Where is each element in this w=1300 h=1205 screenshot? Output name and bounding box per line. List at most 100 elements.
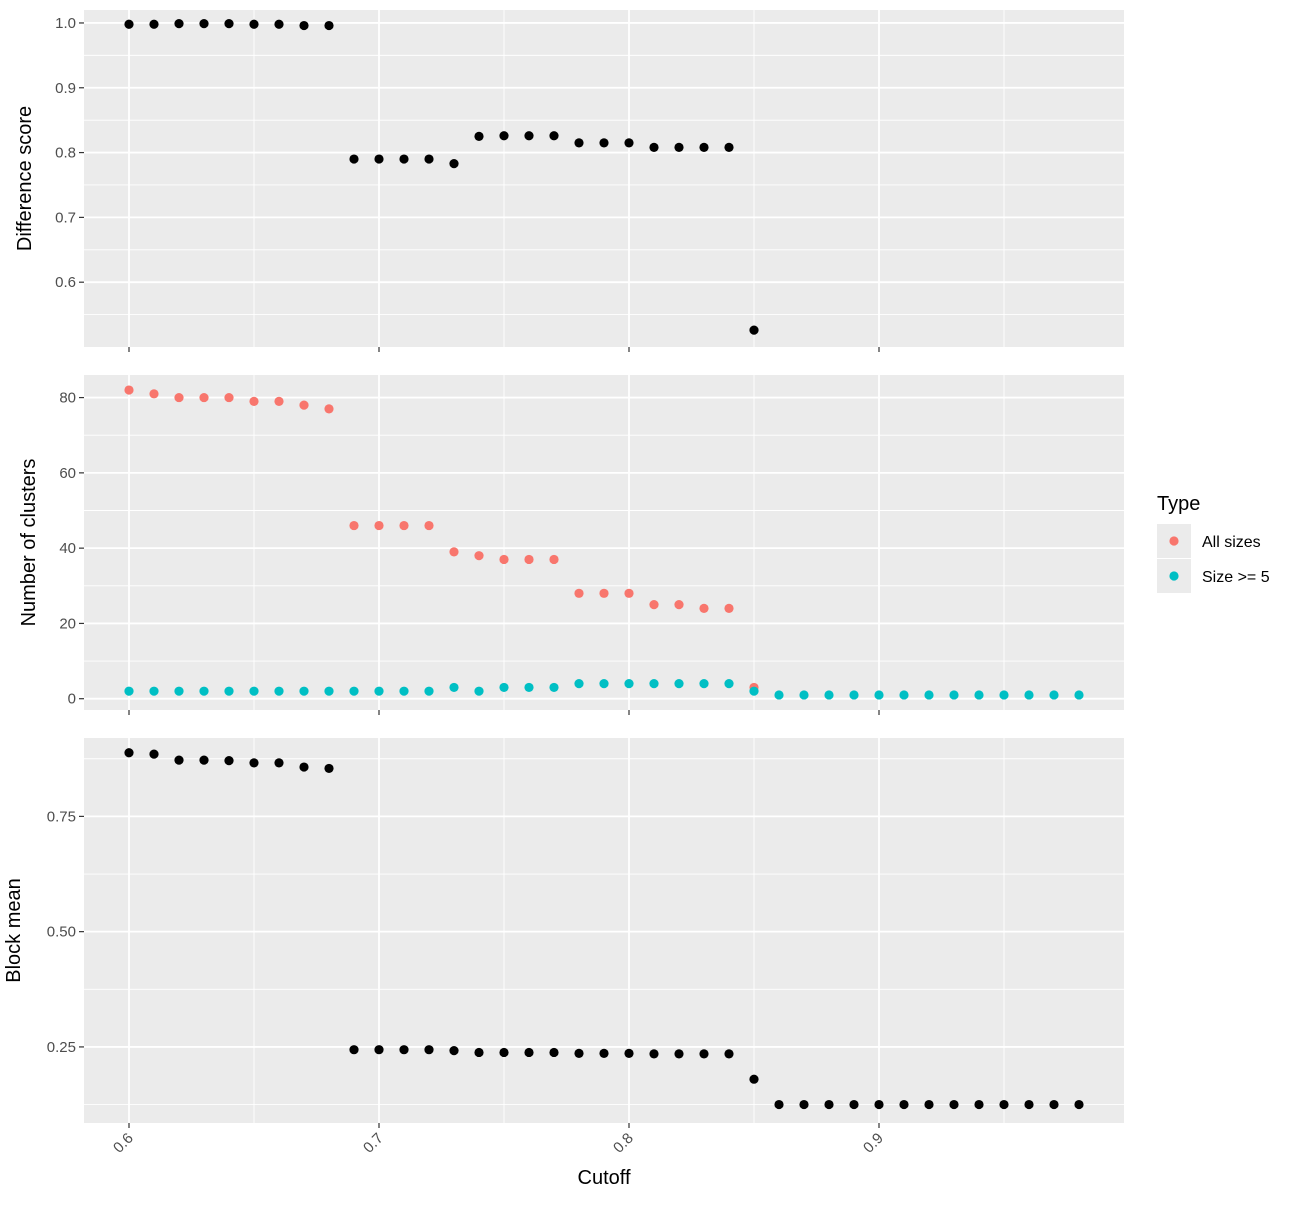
data-point (924, 1099, 934, 1110)
data-point (474, 131, 484, 141)
data-point (999, 1099, 1009, 1110)
data-point (949, 690, 959, 700)
data-point (349, 154, 359, 164)
data-point (674, 679, 684, 689)
y-tick-label: 0.9 (55, 80, 76, 97)
data-point (324, 763, 334, 774)
x-tick-label: 0.7 (360, 1130, 387, 1157)
data-point (174, 392, 184, 403)
data-point (249, 396, 259, 406)
data-point (1049, 690, 1059, 700)
data-point (449, 158, 459, 169)
data-point (449, 1046, 459, 1056)
y-tick-label: 0.75 (47, 808, 76, 825)
data-point (474, 1047, 484, 1058)
data-point (1049, 1099, 1059, 1110)
data-point (474, 551, 484, 561)
y-tick-label: 60 (59, 465, 76, 482)
data-point (549, 1047, 559, 1058)
data-point (374, 686, 384, 696)
data-point (674, 1049, 684, 1059)
data-point (674, 142, 684, 152)
y-axis-title: Number of clusters (18, 459, 40, 627)
data-point (424, 686, 434, 696)
series-points-0 (124, 19, 759, 335)
data-point (199, 392, 209, 403)
data-point (299, 762, 309, 772)
data-point (824, 1099, 834, 1110)
data-point (649, 142, 659, 152)
data-point (574, 1048, 584, 1058)
data-point (574, 588, 584, 598)
data-point (549, 554, 559, 565)
data-point (499, 554, 509, 565)
data-point (549, 131, 559, 141)
data-point (699, 603, 709, 613)
data-point (874, 690, 884, 700)
data-point (174, 755, 184, 765)
panel-background (84, 10, 1124, 347)
data-point (249, 686, 259, 696)
data-point (624, 138, 634, 148)
data-point (649, 1049, 659, 1059)
data-point (999, 690, 1009, 700)
series-all-sizes (124, 385, 759, 693)
panel-background (84, 738, 1124, 1123)
y-tick-label: 0.25 (47, 1039, 76, 1056)
data-point (749, 1074, 759, 1084)
panel-number-of-clusters: 0 20 40 60 80 (59, 375, 1124, 715)
data-point (324, 404, 334, 414)
data-point (599, 588, 609, 598)
data-point (324, 20, 334, 31)
data-point (599, 679, 609, 689)
data-point (624, 679, 634, 689)
data-point (824, 690, 834, 700)
data-point (174, 686, 184, 696)
data-point (1074, 1099, 1084, 1110)
y-tick-label: 1.0 (55, 15, 76, 32)
data-point (124, 686, 134, 696)
data-point (649, 600, 659, 610)
legend-title: Type (1157, 493, 1200, 515)
data-point (349, 520, 359, 531)
data-point (699, 142, 709, 152)
data-point (274, 19, 284, 29)
y-axis-title: Block mean (3, 878, 25, 983)
data-point (499, 131, 509, 141)
data-point (274, 396, 284, 406)
data-point (149, 389, 159, 399)
data-point (924, 690, 934, 700)
data-point (224, 392, 234, 403)
data-point (349, 686, 359, 696)
legend: Type All sizes Size >= 5 (1157, 493, 1270, 593)
data-point (424, 520, 434, 531)
data-point (624, 588, 634, 598)
data-point (249, 19, 259, 29)
data-point (224, 19, 234, 29)
data-point (699, 679, 709, 689)
data-point (199, 686, 209, 696)
data-point (299, 20, 309, 31)
data-point (1024, 1099, 1034, 1110)
series-size-5 (124, 679, 1084, 700)
data-point (749, 325, 759, 335)
data-point (574, 679, 584, 689)
data-point (874, 1099, 884, 1110)
data-point (299, 400, 309, 410)
data-point (399, 154, 409, 164)
data-point (224, 686, 234, 696)
data-point (574, 138, 584, 148)
data-point (374, 154, 384, 164)
data-point (424, 1045, 434, 1055)
data-point (524, 131, 534, 141)
data-point (324, 686, 334, 696)
legend-label: All sizes (1202, 534, 1261, 551)
y-tick-label: 20 (59, 615, 76, 632)
data-point (799, 1099, 809, 1110)
x-axis-title: Cutoff (578, 1167, 631, 1189)
y-tick-label: 0.50 (47, 924, 76, 941)
data-point (974, 690, 984, 700)
y-tick-label: 0 (68, 691, 76, 708)
data-point (524, 1047, 534, 1058)
data-point (899, 690, 909, 700)
